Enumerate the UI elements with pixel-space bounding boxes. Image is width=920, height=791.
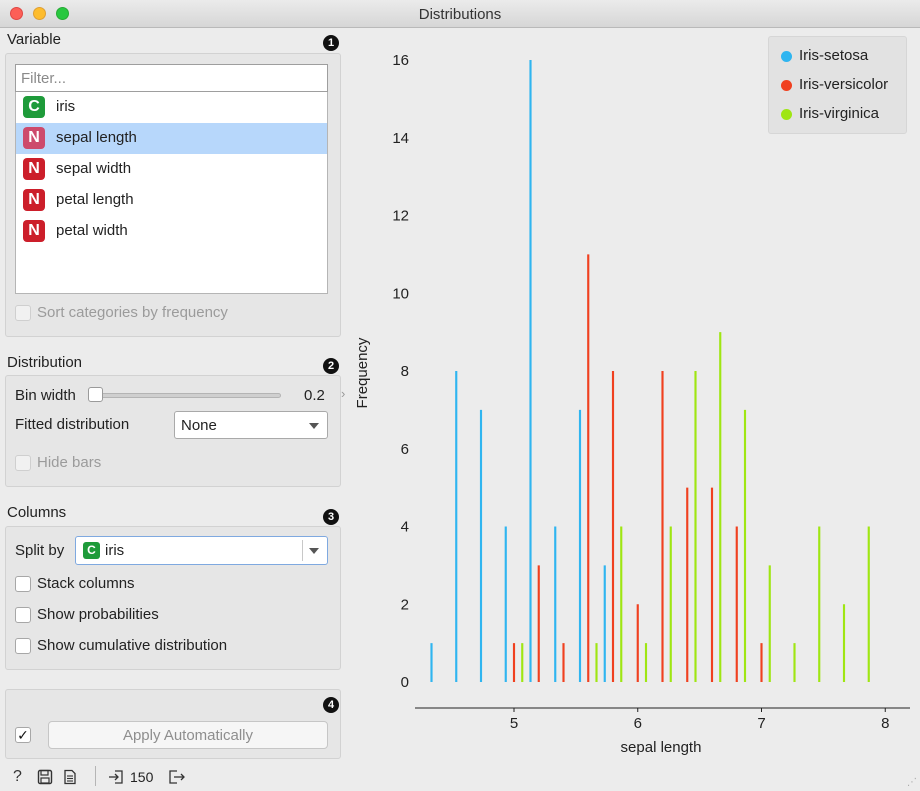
- bin-width-slider-track[interactable]: [95, 393, 281, 398]
- help-icon[interactable]: ?: [13, 768, 22, 785]
- fitted-distribution-label: Fitted distribution: [15, 416, 130, 433]
- input-data-icon: [109, 770, 123, 784]
- stack-columns-box[interactable]: [15, 576, 31, 592]
- hide-bars-box[interactable]: [15, 455, 31, 471]
- categorical-variable-icon: C: [23, 96, 45, 118]
- bin-width-slider-handle[interactable]: [88, 387, 103, 402]
- legend-label-versicolor: Iris-versicolor: [799, 76, 889, 93]
- numeric-variable-icon: N: [23, 127, 45, 149]
- status-divider: [95, 766, 96, 786]
- title-bar: Distributions: [0, 0, 920, 28]
- chevron-down-icon: [309, 548, 319, 554]
- show-probabilities-label: Show probabilities: [37, 606, 159, 623]
- variable-item-label: sepal length: [56, 129, 137, 146]
- variable-section-title: Variable: [7, 31, 61, 48]
- legend-swatch-setosa: [781, 51, 792, 62]
- show-probabilities-checkbox[interactable]: Show probabilities: [15, 606, 195, 626]
- legend-label-setosa: Iris-setosa: [799, 47, 869, 64]
- bin-width-value: 0.2: [304, 387, 325, 404]
- variable-item-label: sepal width: [56, 160, 132, 177]
- split-by-value: iris: [105, 542, 125, 559]
- numeric-variable-icon: N: [23, 220, 45, 242]
- plot-area: [352, 28, 920, 791]
- output-data-icon: [169, 770, 185, 784]
- hide-bars-checkbox[interactable]: Hide bars: [15, 454, 135, 474]
- show-cumulative-box[interactable]: [15, 638, 31, 654]
- bin-width-label: Bin width: [15, 387, 76, 404]
- split-by-select[interactable]: C iris: [75, 536, 328, 565]
- hide-bars-label: Hide bars: [37, 454, 102, 471]
- sort-categories-checkbox[interactable]: Sort categories by frequency: [15, 304, 295, 324]
- chevron-down-icon: [309, 423, 319, 429]
- legend-label-virginica: Iris-virginica: [799, 105, 880, 122]
- variable-item-label: iris: [56, 98, 76, 115]
- show-cumulative-label: Show cumulative distribution: [37, 637, 228, 654]
- save-icon[interactable]: [37, 769, 53, 785]
- split-by-label: Split by: [15, 542, 65, 559]
- fitted-distribution-select[interactable]: None: [174, 411, 328, 439]
- report-icon[interactable]: [62, 769, 78, 785]
- minimize-window-button[interactable]: [33, 7, 46, 20]
- fitted-distribution-value: None: [181, 417, 217, 434]
- show-probabilities-box[interactable]: [15, 607, 31, 623]
- variable-section-badge: 1: [323, 35, 339, 51]
- apply-automatically-button[interactable]: Apply Automatically: [48, 721, 328, 749]
- distribution-section-badge: 2: [323, 358, 339, 374]
- stack-columns-label: Stack columns: [37, 575, 135, 592]
- input-count: 150: [130, 769, 154, 785]
- columns-section-badge: 3: [323, 509, 339, 525]
- columns-section-title: Columns: [7, 504, 67, 521]
- resize-grip-icon[interactable]: ⋰: [907, 777, 917, 788]
- split-by-separator: [302, 540, 303, 561]
- numeric-variable-icon: N: [23, 189, 45, 211]
- variable-item-label: petal length: [56, 191, 134, 208]
- close-window-button[interactable]: [10, 7, 23, 20]
- variable-item-label: petal width: [56, 222, 128, 239]
- auto-apply-box[interactable]: ✓: [15, 727, 31, 743]
- sort-categories-label: Sort categories by frequency: [37, 304, 228, 321]
- auto-apply-checkbox[interactable]: ✓: [15, 726, 35, 746]
- sort-categories-box[interactable]: [15, 305, 31, 321]
- apply-section-badge: 4: [323, 697, 339, 713]
- distribution-section-title: Distribution: [7, 354, 83, 371]
- show-cumulative-checkbox[interactable]: Show cumulative distribution: [15, 637, 255, 657]
- stack-columns-checkbox[interactable]: Stack columns: [15, 575, 175, 595]
- legend: Iris-setosa Iris-versicolor Iris-virgini…: [768, 36, 907, 134]
- legend-swatch-virginica: [781, 109, 792, 120]
- legend-swatch-versicolor: [781, 80, 792, 91]
- zoom-window-button[interactable]: [56, 7, 69, 20]
- window-title: Distributions: [418, 6, 502, 23]
- collapse-panel-icon[interactable]: ›: [341, 386, 346, 401]
- numeric-variable-icon: N: [23, 158, 45, 180]
- filter-input[interactable]: [15, 64, 328, 92]
- split-by-type-icon: C: [83, 542, 100, 559]
